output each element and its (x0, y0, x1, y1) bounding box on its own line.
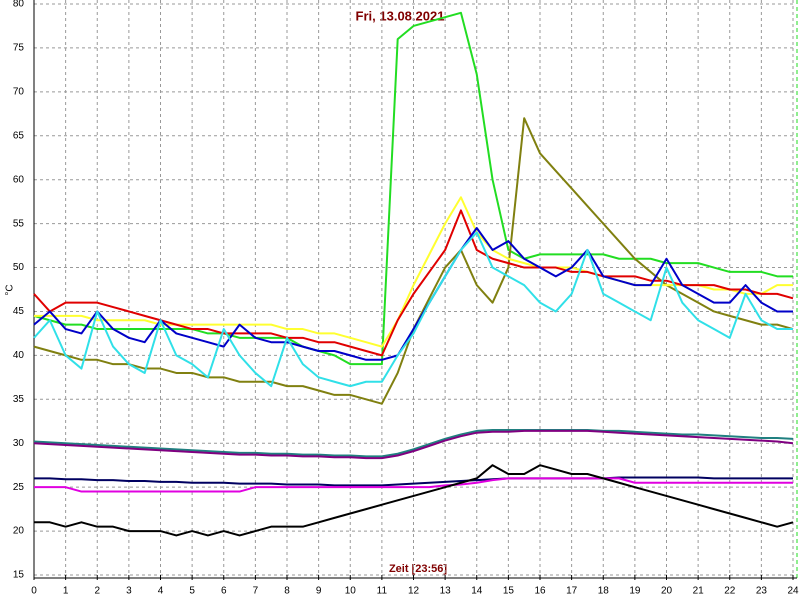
x-tick-label: 7 (253, 586, 259, 597)
y-tick-label: 65 (13, 130, 25, 141)
y-tick-label: 45 (13, 306, 25, 317)
series-line (34, 464, 794, 537)
y-tick-label: 15 (13, 570, 25, 581)
x-tick-label: 14 (471, 586, 483, 597)
y-tick-label: 30 (13, 438, 25, 449)
x-tick-label: 13 (440, 586, 452, 597)
series-line (33, 11, 793, 366)
x-tick-label: 15 (503, 586, 515, 597)
x-tick-label: 23 (756, 586, 768, 597)
x-tick-label: 18 (598, 586, 610, 597)
series-line (33, 429, 794, 460)
x-tick-label: 0 (31, 586, 37, 597)
x-tick-label: 10 (345, 586, 357, 597)
x-tick-label: 5 (189, 586, 195, 597)
y-tick-label: 60 (13, 174, 25, 185)
x-tick-label: 6 (221, 586, 227, 597)
x-tick-label: 4 (158, 586, 164, 597)
x-tick-label: 12 (408, 586, 420, 597)
x-tick-label: 1 (63, 586, 69, 597)
x-tick-label: 9 (316, 586, 322, 597)
y-tick-label: 70 (13, 86, 25, 97)
x-tick-label: 16 (534, 586, 546, 597)
x-tick-label: 2 (94, 586, 100, 597)
x-tick-label: 19 (629, 586, 641, 597)
series-line (34, 476, 793, 487)
x-tick-label: 22 (724, 586, 736, 597)
x-tick-label: 8 (284, 586, 290, 597)
y-tick-label: 55 (13, 218, 25, 229)
y-tick-label: 20 (13, 526, 25, 537)
series-line (34, 196, 793, 348)
x-tick-label: 21 (693, 586, 705, 597)
chart-title: Fri, 13.08.2021 (356, 8, 445, 23)
y-tick-label: 80 (13, 0, 25, 10)
x-tick-label: 17 (566, 586, 578, 597)
y-tick-label: 50 (13, 262, 25, 273)
y-axis-label: °C (5, 284, 16, 295)
y-tick-label: 25 (13, 482, 25, 493)
y-tick-label: 40 (13, 350, 25, 361)
x-axis-label: Zeit [23:56] (389, 563, 447, 575)
x-tick-label: 20 (661, 586, 673, 597)
x-tick-label: 24 (787, 586, 799, 597)
y-tick-label: 75 (13, 43, 25, 54)
series-line (34, 477, 793, 493)
y-tick-label: 35 (13, 394, 25, 405)
series-line (33, 231, 793, 388)
x-tick-label: 11 (377, 586, 388, 597)
series-line (33, 429, 794, 458)
x-tick-label: 3 (126, 586, 132, 597)
